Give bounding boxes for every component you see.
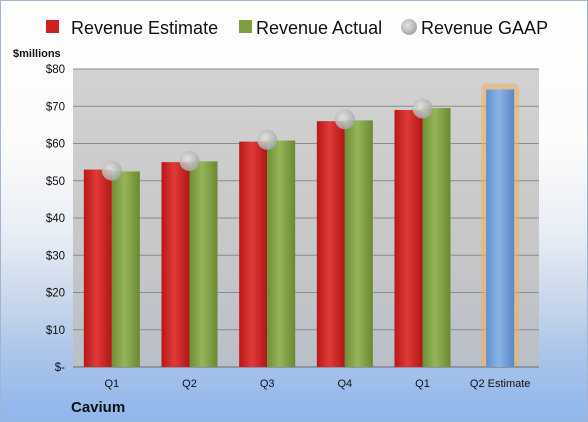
legend-item-revenue-actual: Revenue Actual <box>239 18 382 38</box>
company-label: Cavium <box>71 399 125 416</box>
bar-revenue-estimate <box>239 141 268 367</box>
bar-revenue-estimate <box>161 162 190 367</box>
legend-item-revenue-estimate: Revenue Estimate <box>46 18 218 38</box>
y-tick-label: $20 <box>46 288 65 300</box>
marker-revenue-gaap <box>101 160 122 181</box>
marker-revenue-gaap <box>257 129 278 150</box>
bar-revenue-actual <box>189 161 218 367</box>
y-tick-label: $- <box>55 362 65 374</box>
bar-revenue-estimate <box>394 109 423 367</box>
legend-swatch-revenue-actual <box>239 20 252 33</box>
y-tick-label: $40 <box>46 213 65 225</box>
marker-revenue-gaap <box>334 109 355 130</box>
y-axis-ticks: $- $10 $20 $30 $40 $50 $60 $70 $80 <box>46 64 65 374</box>
x-tick-label: Q3 <box>260 378 275 390</box>
bar-forecast <box>486 89 515 368</box>
x-tick-label: Q1 <box>104 378 119 390</box>
bar-revenue-actual <box>267 140 296 367</box>
legend-swatch-revenue-estimate <box>46 20 59 33</box>
bar-revenue-estimate <box>316 121 345 368</box>
bar-revenue-actual <box>344 120 373 367</box>
marker-revenue-gaap <box>179 151 200 172</box>
bar-revenue-actual <box>422 108 451 368</box>
legend-label-revenue-gaap: Revenue GAAP <box>421 18 548 38</box>
legend-marker-revenue-gaap <box>401 19 417 35</box>
y-tick-label: $30 <box>46 250 65 262</box>
bar-revenue-estimate <box>83 169 112 367</box>
legend-item-revenue-gaap: Revenue GAAP <box>401 18 548 38</box>
marker-revenue-gaap <box>412 98 433 119</box>
bar-revenue-actual <box>111 171 140 367</box>
legend-label-revenue-estimate: Revenue Estimate <box>71 18 218 38</box>
legend-label-revenue-actual: Revenue Actual <box>256 18 382 38</box>
x-tick-label: Q2 Estimate <box>470 378 531 390</box>
y-tick-label: $60 <box>46 139 65 151</box>
bars <box>83 83 520 368</box>
gridlines <box>73 68 539 368</box>
legend: Revenue Estimate Revenue Actual Revenue … <box>46 18 548 38</box>
y-tick-label: $80 <box>46 64 65 76</box>
x-axis-ticks: Q1 Q2 Q3 Q4 Q1 Q2 Estimate <box>104 378 530 390</box>
x-tick-label: Q2 <box>182 378 197 390</box>
y-tick-label: $50 <box>46 176 65 188</box>
gaap-markers <box>101 98 433 181</box>
x-tick-label: Q1 <box>415 378 430 390</box>
y-tick-label: $70 <box>46 101 65 113</box>
y-tick-label: $10 <box>46 325 65 337</box>
y-unit-label: $millions <box>13 48 61 60</box>
x-tick-label: Q4 <box>337 378 352 390</box>
